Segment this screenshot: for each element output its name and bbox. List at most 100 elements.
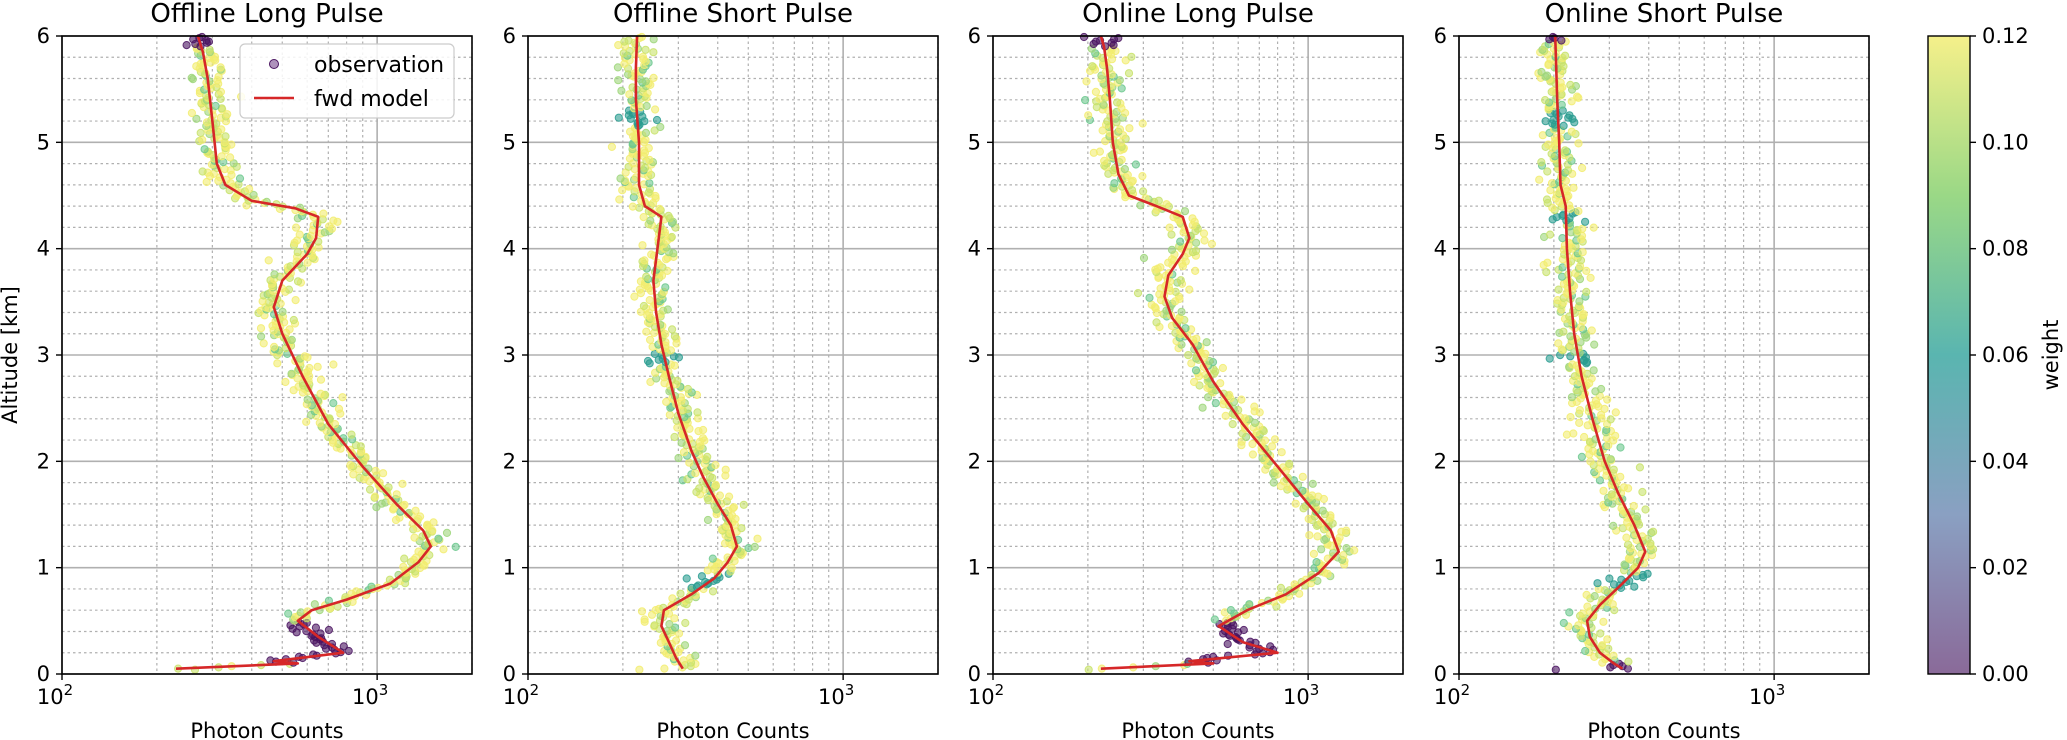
observation-point (198, 167, 207, 176)
observation-point (289, 315, 298, 325)
observation-point (637, 32, 646, 42)
observation-point (303, 258, 312, 267)
observation-point (187, 108, 196, 118)
observation-point (1237, 395, 1246, 404)
observation-point (1558, 234, 1567, 243)
observation-point (637, 607, 647, 616)
observation-point (1567, 127, 1576, 136)
observation-point (329, 216, 338, 225)
observation-point (1589, 223, 1598, 232)
observation-point (1210, 615, 1219, 624)
panel-1: 0 1 2 3 4 5 6 102 103 Offline Long Pulse Photon Co… (37, 0, 473, 740)
fwd-model-line (1099, 35, 1340, 670)
observation-point (1567, 97, 1576, 106)
y-tick-label: 5 (37, 130, 50, 154)
observation-point (1162, 200, 1171, 209)
observation-point (1543, 258, 1552, 267)
observation-point (705, 472, 715, 481)
observation-point (1177, 307, 1186, 316)
observation-point (1248, 439, 1257, 449)
observation-point (1565, 608, 1574, 617)
y-tick-label: 6 (37, 24, 50, 48)
colorbar-label: weight (2039, 320, 2063, 391)
observation-point (644, 144, 653, 153)
x-tick-label: 103 (352, 681, 388, 709)
observation-point (1596, 629, 1605, 638)
y-tick-label: 3 (1434, 343, 1447, 367)
observation-point (614, 76, 623, 85)
y-tick-label: 3 (503, 343, 516, 367)
observation-points (1534, 32, 1658, 674)
observation-point (264, 256, 273, 265)
colorbar-tick-label: 0.06 (1982, 343, 2029, 367)
observation-point (1125, 124, 1134, 133)
observation-point (1342, 526, 1351, 535)
observation-point (1579, 310, 1588, 319)
observation-point (1269, 478, 1278, 487)
observation-point (1575, 418, 1584, 427)
observation-point (1145, 293, 1154, 302)
observation-point (737, 524, 746, 533)
y-tick-label: 2 (1434, 449, 1447, 473)
observation-point (1248, 450, 1258, 459)
observation-point (351, 441, 360, 450)
observation-point (1582, 266, 1591, 275)
observation-point (655, 204, 664, 213)
observation-point (635, 665, 644, 674)
observation-point (1575, 297, 1584, 306)
observation-point (1308, 479, 1317, 488)
x-axis-label: Photon Counts (190, 719, 343, 740)
observation-point (257, 332, 266, 341)
observation-point (200, 145, 209, 154)
observation-point (1554, 339, 1563, 348)
y-tick-label: 4 (503, 237, 516, 261)
observation-point (259, 339, 268, 348)
x-tick-label: 103 (1283, 681, 1319, 709)
observation-point (1581, 217, 1590, 226)
observation-point (1574, 621, 1583, 630)
observation-point (1556, 78, 1565, 87)
observation-point (1181, 324, 1190, 333)
observation-point (1554, 285, 1563, 294)
observation-point (1136, 201, 1145, 210)
observation-point (1127, 52, 1136, 61)
observation-point (676, 589, 685, 598)
observation-point (273, 359, 282, 368)
observation-point (727, 563, 736, 573)
observation-point (1649, 527, 1658, 536)
observation-point (1191, 246, 1201, 256)
observation-point (641, 45, 650, 54)
observation-point (429, 518, 438, 527)
observation-point (220, 165, 229, 174)
observation-point (291, 223, 301, 232)
observation-point (1603, 395, 1612, 404)
observation-point (1537, 158, 1546, 167)
observation-point (1185, 285, 1194, 294)
observation-point (672, 636, 681, 645)
colorbar-tick-label: 0.00 (1982, 662, 2029, 686)
observation-point (187, 73, 196, 83)
observation-point (641, 128, 651, 137)
observation-point (647, 250, 656, 259)
observation-point (1291, 499, 1300, 508)
observation-point (303, 395, 312, 404)
observation-point (291, 296, 300, 305)
observation-point (670, 614, 679, 623)
observation-point (651, 105, 660, 114)
y-tick-label: 5 (503, 130, 516, 154)
observation-point (615, 195, 624, 204)
observation-point (1611, 408, 1620, 417)
observation-point (217, 125, 226, 134)
observation-point (670, 432, 679, 442)
y-tick-label: 1 (1434, 556, 1447, 580)
observation-point (1607, 490, 1616, 499)
observation-point (1557, 345, 1566, 354)
observation-point (661, 283, 670, 292)
observation-point (1268, 442, 1277, 451)
observation-point (278, 307, 287, 316)
observation-point (311, 623, 320, 632)
observation-point (1593, 579, 1602, 588)
observation-point (1285, 459, 1294, 468)
observation-point (334, 404, 344, 413)
observation-point (1200, 236, 1209, 245)
